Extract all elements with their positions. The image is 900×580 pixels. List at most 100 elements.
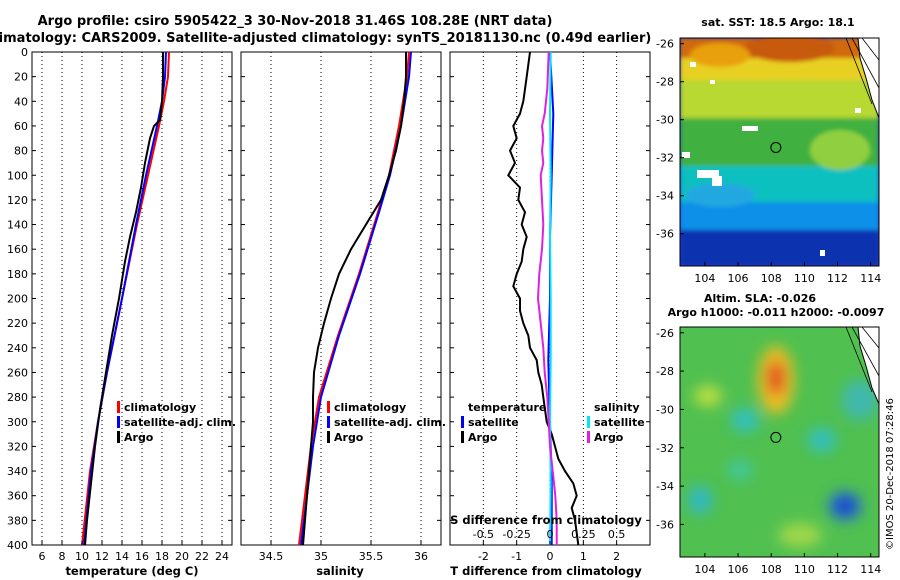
temperature-grid	[32, 51, 232, 546]
sla-low	[808, 428, 836, 452]
salinity-series	[298, 51, 412, 546]
legend-title-temperature: temperature	[468, 401, 546, 414]
sst-gap	[742, 126, 758, 131]
depth-tick-label: 0	[21, 46, 28, 59]
map-y-tick-label: -28	[656, 76, 674, 89]
depth-tick-label: 220	[7, 317, 28, 330]
sst-band-blue	[680, 202, 879, 232]
legend-label-satellite: satellite-adj. clim.	[124, 416, 236, 429]
depth-axis-ticks: 0 20 40 60 80 100 120 140 160 180 200 220 240 260 280 3…	[7, 46, 28, 552]
sst-band-deep	[680, 230, 879, 266]
sst-gap	[690, 62, 696, 67]
depth-tick-label: 260	[7, 366, 28, 379]
map-y-tick-label: -36	[656, 518, 674, 531]
sla-map-title: Altim. SLA: -0.026	[704, 292, 816, 305]
depth-tick-label: 140	[7, 219, 28, 232]
sla-anomalies	[688, 346, 878, 547]
temperature-x-ticks: 6 8 10 12 14 16 18 20 22 24	[39, 541, 229, 563]
depth-tick-label: 180	[7, 268, 28, 281]
salinity-frame	[240, 51, 442, 546]
figure-title-line2: Climatology: CARS2009. Satellite-adjuste…	[0, 31, 651, 46]
x-tick-label: 35	[314, 550, 328, 563]
sst-map: sat. SST: 18.5 Argo: 18.1	[656, 16, 881, 285]
x-tick-label: 20	[175, 550, 189, 563]
map-y-tick-label: -34	[656, 480, 674, 493]
legend-label-climatology: climatology	[334, 401, 406, 414]
series-line-satellite-adj-clim-	[300, 51, 412, 546]
depth-tick-label: 340	[7, 465, 28, 478]
difference-grid	[450, 51, 650, 546]
map-y-tick-label: -36	[656, 228, 674, 241]
imos-credit: ©IMOS 20-Dec-2018 07:28:46	[885, 398, 896, 550]
depth-tick-label: 100	[7, 169, 28, 182]
s-tick-label: 0.25	[571, 528, 596, 541]
sst-gap	[712, 176, 722, 186]
sst-cloud-gaps	[682, 62, 861, 256]
sst-x-ticks: 104 106 108 110 112 114	[694, 262, 881, 285]
legend-label-argo: Argo	[124, 431, 154, 444]
series-line-t-argo	[507, 51, 580, 546]
depth-tick-label: 160	[7, 243, 28, 256]
depth-tick-label: 200	[7, 293, 28, 306]
depth-tick-label: 40	[14, 95, 28, 108]
legend-label-t-satellite: satellite	[468, 416, 519, 429]
sla-high	[778, 523, 822, 547]
salinity-legend: climatology satellite-adj. clim. Argo	[327, 401, 446, 444]
x-tick-label: 8	[59, 550, 66, 563]
sst-map-title: sat. SST: 18.5 Argo: 18.1	[701, 16, 854, 29]
sla-high	[694, 386, 722, 406]
legend-swatch-argo	[117, 431, 120, 443]
s-tick-label: 0	[547, 528, 554, 541]
temperature-panel: 6 8 10 12 14 16 18 20 22 24 0 20 40 60 80 100 120 140 160…	[7, 46, 236, 578]
sst-frame	[679, 37, 880, 267]
sst-y-ticks: -26 -28 -30 -32 -34 -36	[656, 38, 684, 241]
depth-tick-label: 80	[14, 145, 28, 158]
sst-gap	[820, 250, 825, 256]
sst-gap	[710, 80, 715, 84]
salinity-x-label: salinity	[316, 564, 364, 578]
map-y-tick-label: -32	[656, 152, 674, 165]
legend-swatch-argo	[327, 431, 330, 443]
depth-tick-label: 60	[14, 120, 28, 133]
s-difference-label: S difference from climatology	[450, 513, 642, 527]
x-tick-label: 14	[115, 550, 129, 563]
legend-swatch-satellite	[327, 416, 330, 428]
s-tick-label: -0.25	[502, 528, 530, 541]
salinity-grid	[241, 51, 441, 546]
series-line-s-argo	[536, 51, 558, 545]
legend-swatch-satellite	[117, 416, 120, 428]
sla-frame	[679, 326, 880, 558]
map-x-tick-label: 106	[728, 272, 749, 285]
sla-x-ticks: 104 106 108 110 112 114	[694, 553, 881, 576]
map-x-tick-label: 110	[794, 272, 815, 285]
figure-title-line1: Argo profile: csiro 5905422_3 30-Nov-201…	[38, 14, 553, 29]
legend-title-salinity: salinity	[594, 401, 640, 414]
difference-legend: temperature satellite Argo salinity sate…	[461, 401, 645, 444]
legend-label-argo: Argo	[334, 431, 364, 444]
x-tick-label: 0	[547, 550, 554, 563]
legend-label-s-satellite: satellite	[594, 416, 645, 429]
map-y-tick-label: -32	[656, 442, 674, 455]
sst-lime-patch	[810, 130, 870, 170]
sla-field	[680, 327, 879, 557]
sla-coastline	[857, 327, 879, 405]
x-tick-label: 10	[75, 550, 89, 563]
temperature-series	[81, 51, 170, 546]
x-tick-label: 34.5	[259, 550, 284, 563]
depth-tick-label: 400	[7, 539, 28, 552]
legend-label-s-argo: Argo	[594, 431, 624, 444]
map-y-tick-label: -34	[656, 190, 674, 203]
x-tick-label: 36	[414, 550, 428, 563]
sla-y-ticks: -26 -28 -30 -32 -34 -36	[656, 327, 684, 531]
x-tick-label: 6	[39, 550, 46, 563]
x-tick-label: 35.5	[359, 550, 384, 563]
map-x-tick-label: 106	[728, 563, 749, 576]
sla-low-core	[839, 500, 851, 512]
sla-high-core	[767, 360, 785, 396]
depth-tick-label: 20	[14, 71, 28, 84]
map-x-tick-label: 114	[860, 563, 881, 576]
s-tick-label: -0.5	[473, 528, 494, 541]
difference-x-ticks: -2 -1 0 1 2	[478, 541, 620, 563]
sla-map: Altim. SLA: -0.026 Argo h1000: -0.011 h2…	[656, 292, 884, 576]
legend-label-climatology: climatology	[124, 401, 196, 414]
